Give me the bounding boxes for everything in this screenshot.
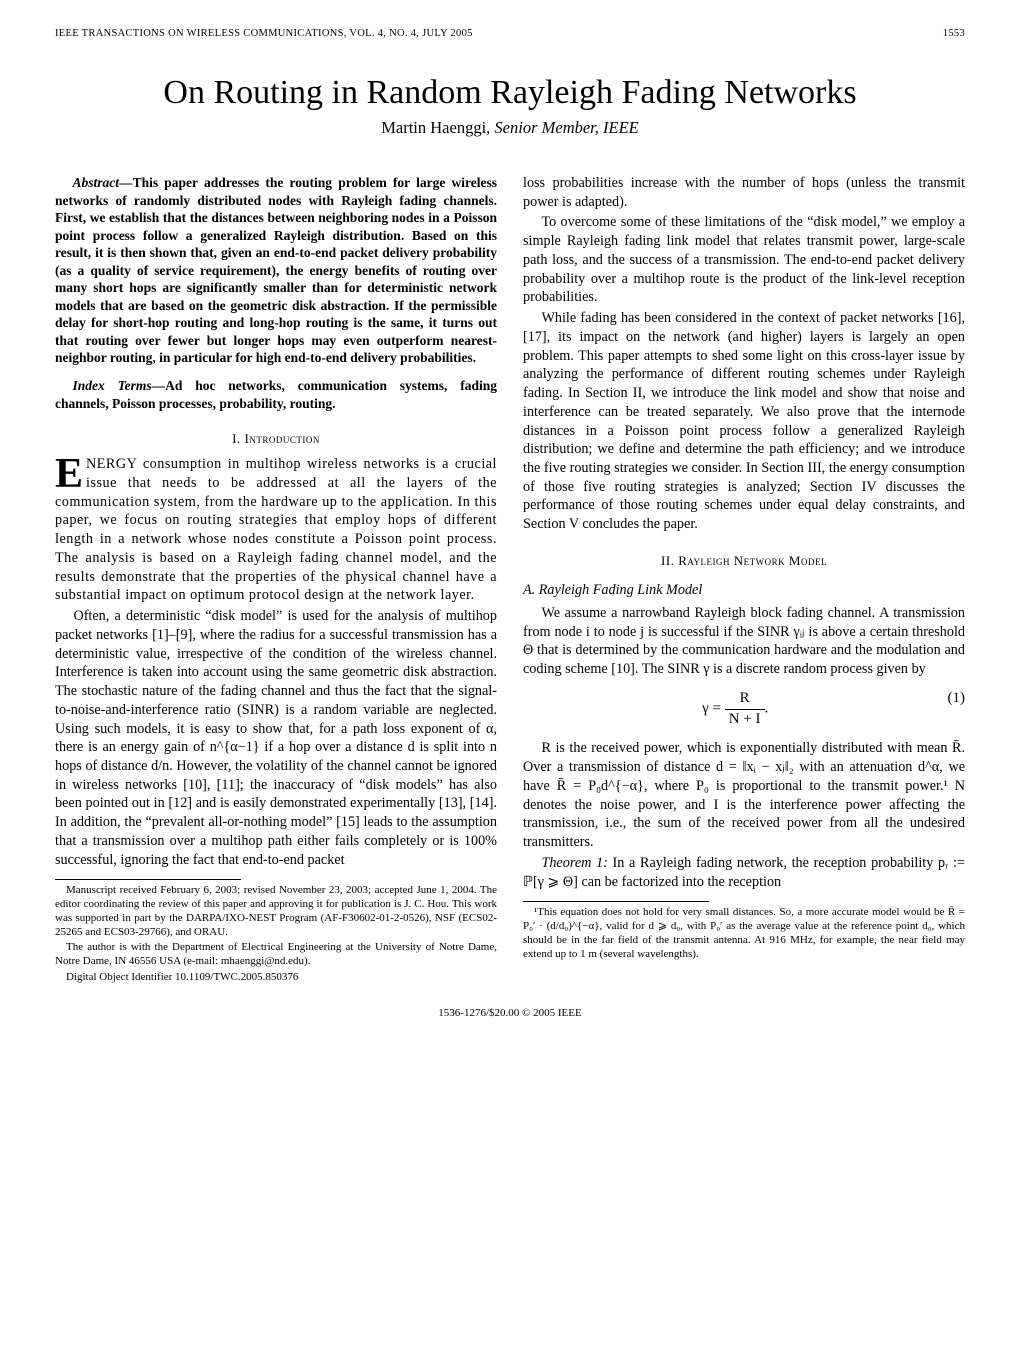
abstract-lead: Abstract—	[73, 175, 133, 190]
eq1-tag: (1)	[948, 689, 966, 709]
section-1-para-2: Often, a deterministic “disk model” is u…	[55, 607, 497, 869]
left-footnote-1: Manuscript received February 6, 2003; re…	[55, 884, 497, 939]
author-rank: , Senior Member, IEEE	[486, 118, 639, 137]
author-line: Martin Haenggi, Senior Member, IEEE	[55, 118, 965, 138]
index-terms: Index Terms—Ad hoc networks, communicati…	[55, 377, 497, 412]
subsection-a-heading: A. Rayleigh Fading Link Model	[523, 581, 965, 600]
subsection-a-para-2: R is the received power, which is expone…	[523, 739, 965, 851]
page: IEEE TRANSACTIONS ON WIRELESS COMMUNICAT…	[0, 0, 1020, 1059]
subsection-a-para-1: We assume a narrowband Rayleigh block fa…	[523, 604, 965, 679]
section-1-para-1: ENERGY consumption in multihop wireless …	[55, 455, 497, 605]
runhead-right: 1553	[943, 28, 965, 39]
copyright-line: 1536-1276/$20.00 © 2005 IEEE	[55, 1007, 965, 1019]
abstract: Abstract—This paper addresses the routin…	[55, 174, 497, 367]
two-column-body: Abstract—This paper addresses the routin…	[55, 174, 965, 987]
col2-para-2: To overcome some of these limitations of…	[523, 213, 965, 307]
col2-para-1: loss probabilities increase with the num…	[523, 174, 965, 211]
left-footnote-3: Digital Object Identifier 10.1109/TWC.20…	[55, 971, 497, 985]
section-1-para-1-rest: NERGY consumption in multihop wireless n…	[55, 456, 497, 603]
running-head: IEEE TRANSACTIONS ON WIRELESS COMMUNICAT…	[55, 28, 965, 39]
equation-1: γ = R N + I . (1)	[523, 689, 965, 730]
author-name: Martin Haenggi	[381, 118, 486, 137]
eq1-denominator: N + I	[725, 710, 765, 730]
dropcap-e: E	[55, 455, 86, 491]
runhead-left: IEEE TRANSACTIONS ON WIRELESS COMMUNICAT…	[55, 28, 473, 39]
abstract-body: This paper addresses the routing problem…	[55, 175, 497, 365]
paper-title: On Routing in Random Rayleigh Fading Net…	[55, 74, 965, 112]
left-footnote: Manuscript received February 6, 2003; re…	[55, 884, 497, 984]
theorem-1-label: Theorem 1:	[541, 855, 607, 871]
eq1-lhs: γ =	[702, 701, 721, 717]
footnote-rule-left	[55, 879, 241, 880]
right-footnote: ¹This equation does not hold for very sm…	[523, 906, 965, 961]
section-2-heading: II. Rayleigh Network Model	[523, 552, 965, 569]
eq1-numerator: R	[725, 689, 765, 710]
col2-para-3: While fading has been considered in the …	[523, 309, 965, 534]
left-footnote-2: The author is with the Department of Ele…	[55, 941, 497, 969]
eq1-tail: .	[765, 701, 769, 717]
theorem-1-para: Theorem 1: In a Rayleigh fading network,…	[523, 854, 965, 891]
footnote-rule-right	[523, 901, 709, 902]
index-lead: Index Terms—	[73, 378, 166, 393]
right-footnote-1: ¹This equation does not hold for very sm…	[523, 906, 965, 961]
eq1-fraction: R N + I	[725, 689, 765, 730]
section-1-heading: I. Introduction	[55, 430, 497, 447]
